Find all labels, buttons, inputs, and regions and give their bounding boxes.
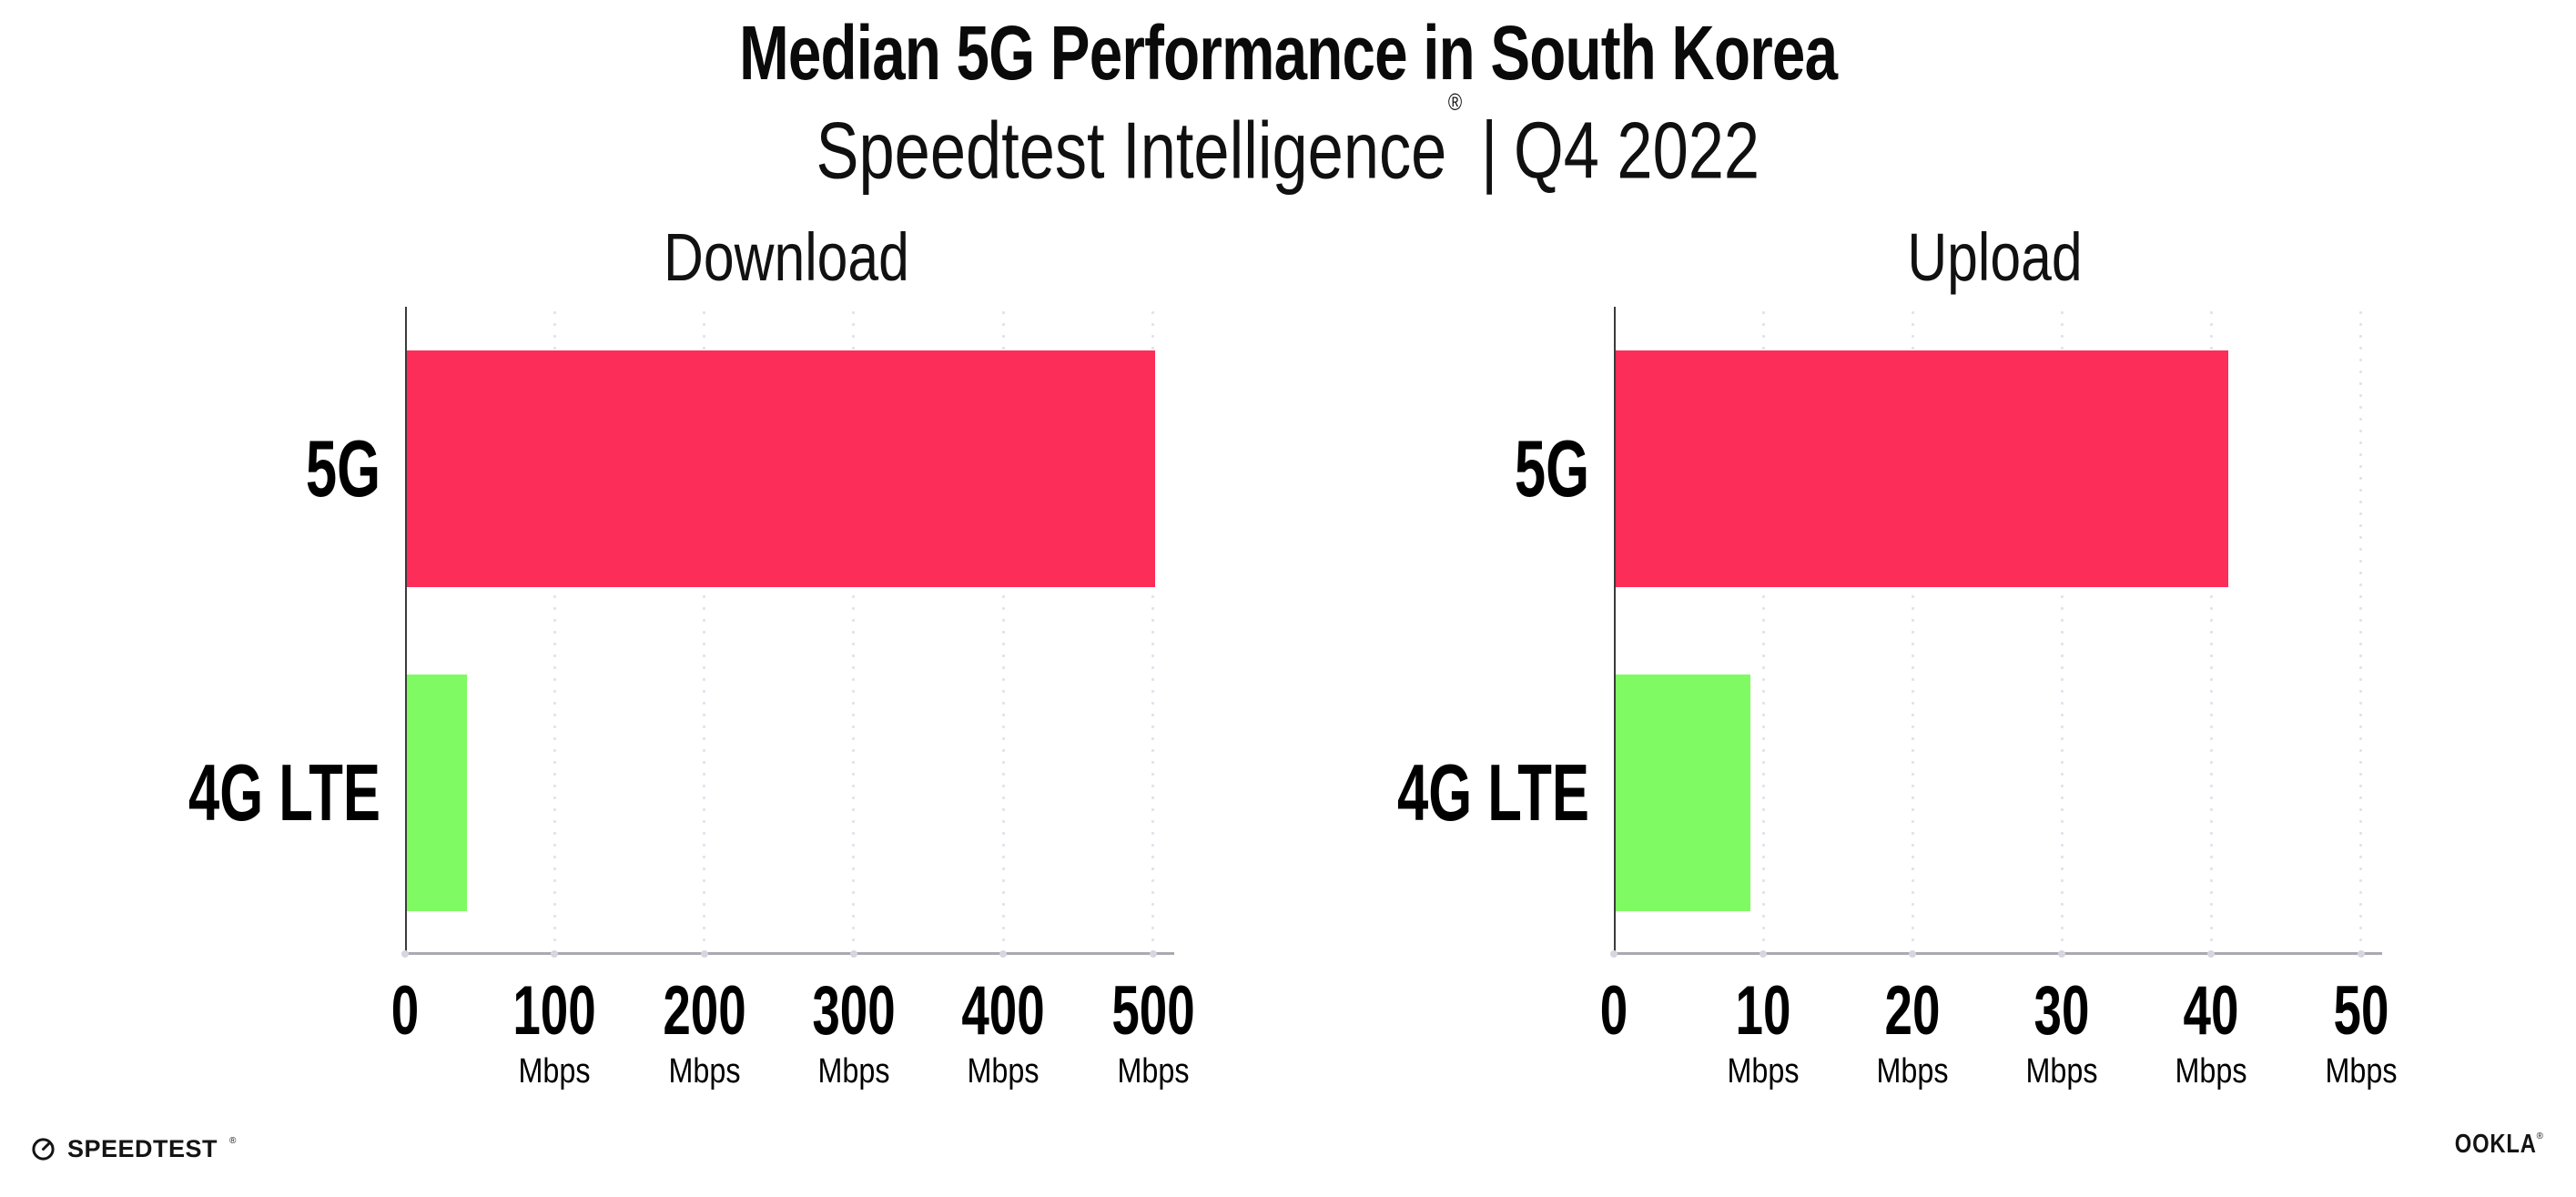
axis-tick-dot-10 bbox=[1760, 949, 1768, 958]
axis-tick-dot-300 bbox=[849, 949, 857, 958]
x-tick-label-30: 30 bbox=[2033, 972, 2090, 1050]
y-axis-line bbox=[405, 307, 407, 955]
gridline-10 bbox=[1761, 307, 1765, 955]
x-tick-label-200: 200 bbox=[662, 972, 746, 1050]
axis-tick-dot-500 bbox=[1149, 949, 1157, 958]
axis-tick-dot-20 bbox=[1909, 949, 1917, 958]
bar-4g-lte bbox=[1616, 675, 1750, 911]
bar-5g bbox=[407, 350, 1155, 587]
bar-4g-lte bbox=[407, 675, 467, 911]
subtitle-period: Q4 2022 bbox=[1514, 105, 1760, 196]
x-axis-line bbox=[402, 952, 1174, 955]
x-tick-label-20: 20 bbox=[1884, 972, 1941, 1050]
x-tick-unit-10: Mbps bbox=[1727, 1052, 1800, 1090]
category-label-4g-lte: 4G LTE bbox=[188, 747, 380, 837]
axis-tick-dot-200 bbox=[700, 949, 708, 958]
ookla-logo: OOKLA® bbox=[2437, 1130, 2543, 1160]
x-tick-unit-100: Mbps bbox=[518, 1052, 591, 1090]
gridline-40 bbox=[2209, 307, 2213, 955]
gridline-50 bbox=[2359, 307, 2363, 955]
axis-tick-dot-0 bbox=[1610, 949, 1618, 958]
subtitle-separator: | bbox=[1481, 105, 1498, 196]
registered-trademark-mark: ® bbox=[1448, 88, 1463, 116]
bar-5g bbox=[1616, 350, 2228, 587]
x-tick-unit-50: Mbps bbox=[2325, 1052, 2398, 1090]
axis-tick-dot-0 bbox=[401, 949, 409, 958]
x-tick-unit-30: Mbps bbox=[2025, 1052, 2098, 1090]
ookla-trademark-mark: ® bbox=[2536, 1131, 2543, 1141]
speedtest-trademark-mark: ® bbox=[229, 1135, 237, 1146]
x-tick-label-40: 40 bbox=[2184, 972, 2239, 1050]
axis-tick-dot-40 bbox=[2207, 949, 2216, 958]
x-tick-unit-400: Mbps bbox=[967, 1052, 1040, 1090]
chart-title-upload: Upload bbox=[1907, 219, 2083, 295]
x-tick-label-0: 0 bbox=[390, 972, 420, 1050]
gridline-20 bbox=[1911, 307, 1914, 955]
plot-area-download bbox=[401, 307, 1174, 958]
speedtest-logo: SPEEDTEST ® bbox=[31, 1124, 236, 1173]
category-label-5g: 5G bbox=[1514, 423, 1589, 513]
gridline-100 bbox=[553, 307, 556, 955]
footer: SPEEDTEST ® OOKLA® bbox=[0, 1124, 2576, 1197]
chart-title-download: Download bbox=[664, 219, 909, 295]
x-tick-unit-20: Mbps bbox=[1876, 1052, 1949, 1090]
x-tick-label-400: 400 bbox=[961, 972, 1045, 1050]
axis-tick-dot-30 bbox=[2058, 949, 2066, 958]
gridline-500 bbox=[1151, 307, 1155, 955]
figure-title: Median 5G Performance in South Korea bbox=[0, 9, 2576, 96]
plot-area-upload bbox=[1610, 307, 2382, 958]
ookla-wordmark: OOKLA bbox=[2454, 1130, 2537, 1159]
subtitle-brand: Speedtest Intelligence bbox=[816, 105, 1447, 196]
x-tick-label-10: 10 bbox=[1735, 972, 1791, 1050]
x-tick-unit-40: Mbps bbox=[2175, 1052, 2247, 1090]
x-axis-line bbox=[1611, 952, 2382, 955]
y-axis-line bbox=[1614, 307, 1616, 955]
axis-tick-dot-400 bbox=[999, 949, 1008, 958]
category-label-5g: 5G bbox=[305, 423, 380, 513]
gridline-300 bbox=[852, 307, 856, 955]
x-tick-label-50: 50 bbox=[2333, 972, 2389, 1050]
figure-subtitle: Speedtest Intelligence® | Q4 2022 bbox=[0, 88, 2576, 196]
category-label-4g-lte: 4G LTE bbox=[1396, 747, 1589, 837]
x-tick-unit-300: Mbps bbox=[817, 1052, 890, 1090]
gridline-400 bbox=[1001, 307, 1005, 955]
speedtest-wordmark: SPEEDTEST bbox=[67, 1134, 218, 1162]
x-tick-label-500: 500 bbox=[1111, 972, 1195, 1050]
axis-tick-dot-100 bbox=[551, 949, 559, 958]
x-tick-label-300: 300 bbox=[812, 972, 896, 1050]
axis-tick-dot-50 bbox=[2357, 949, 2365, 958]
x-tick-unit-500: Mbps bbox=[1117, 1052, 1190, 1090]
x-tick-label-0: 0 bbox=[1599, 972, 1628, 1050]
speedtest-gauge-icon bbox=[32, 1137, 55, 1161]
gridline-200 bbox=[703, 307, 706, 955]
figure-title-text: Median 5G Performance in South Korea bbox=[738, 10, 1838, 96]
gridline-30 bbox=[2060, 307, 2064, 955]
x-tick-unit-200: Mbps bbox=[668, 1052, 741, 1090]
x-tick-label-100: 100 bbox=[512, 972, 596, 1050]
